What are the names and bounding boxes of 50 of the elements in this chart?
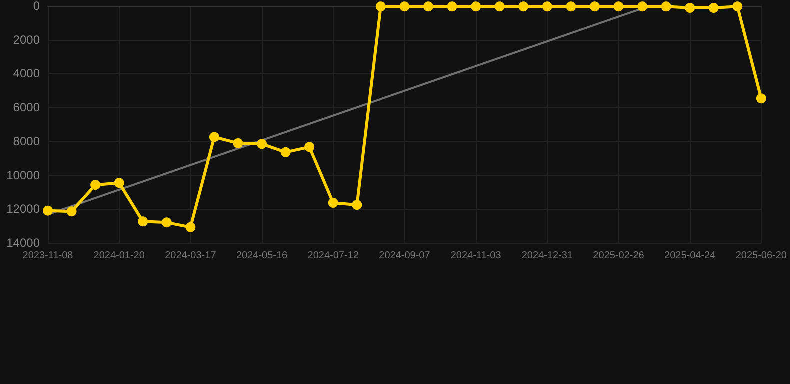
point [566, 2, 576, 12]
point [43, 206, 53, 216]
x-tick-label: 2025-04-24 [664, 250, 716, 262]
y-tick-label: 8000 [13, 134, 40, 148]
point [708, 3, 719, 14]
y-tick-label: 2000 [13, 32, 40, 47]
point [638, 2, 648, 12]
y-tick-label: 0 [33, 0, 40, 13]
point [186, 222, 196, 232]
point [542, 2, 552, 12]
point [328, 198, 338, 208]
x-tick-label: 2024-09-07 [379, 250, 431, 262]
point [494, 2, 505, 12]
point [162, 218, 172, 228]
y-tick-label: 12000 [6, 202, 40, 216]
point [590, 2, 600, 12]
y-tick-label: 6000 [13, 100, 40, 115]
point [352, 200, 362, 210]
point [756, 94, 766, 104]
point [685, 3, 696, 14]
x-tick-label: 2024-01-20 [94, 250, 146, 262]
y-tick-label: 14000 [6, 236, 40, 250]
x-tick-label: 2024-03-17 [165, 250, 217, 262]
point [614, 2, 624, 12]
point [304, 142, 315, 152]
point [66, 206, 77, 217]
x-tick-label: 2023-11-08 [22, 250, 74, 262]
x-tick-label: 2024-07-12 [308, 250, 360, 262]
point [209, 132, 220, 142]
point [447, 2, 458, 12]
point [90, 180, 101, 190]
point [400, 2, 410, 12]
x-tick-label: 2024-05-16 [236, 250, 288, 262]
point [257, 139, 268, 150]
x-tick-label: 2024-11-03 [450, 250, 502, 262]
point [661, 2, 672, 12]
point [376, 2, 386, 12]
x-tick-label: 2025-06-20 [736, 250, 788, 262]
point [233, 138, 244, 148]
y-tick-label: 4000 [13, 66, 40, 81]
point [518, 2, 529, 12]
y-tick-label: 10000 [6, 168, 40, 182]
point [732, 2, 743, 12]
point [424, 2, 434, 12]
point [471, 2, 482, 12]
point [280, 147, 291, 158]
x-tick-label: 2024-12-31 [522, 250, 574, 262]
x-tick-label: 2025-02-26 [593, 250, 645, 262]
point [138, 216, 148, 227]
point [114, 178, 124, 188]
